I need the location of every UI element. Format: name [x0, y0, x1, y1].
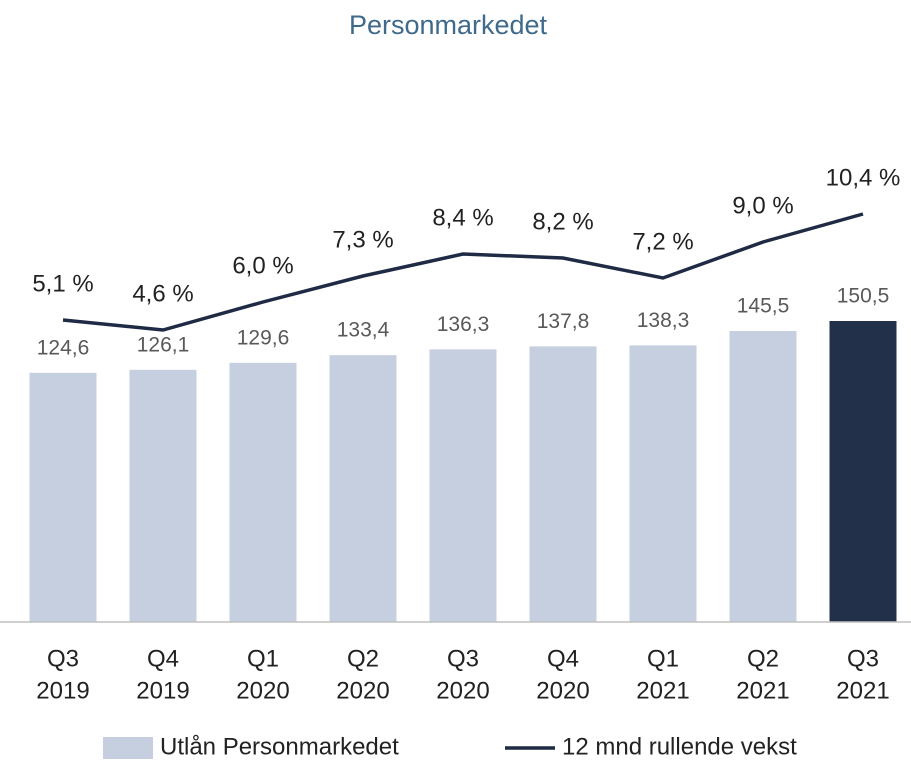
bar — [429, 349, 497, 622]
legend-label: 12 mnd rullende vekst — [562, 733, 797, 760]
bar — [529, 346, 597, 622]
line-value-label: 9,0 % — [732, 192, 793, 219]
bar-value-label: 124,6 — [37, 336, 90, 359]
x-tick-label: 2020 — [336, 677, 389, 704]
x-tick-label: 2021 — [736, 677, 789, 704]
x-tick-label: Q4 — [147, 645, 179, 672]
x-tick-label: Q3 — [847, 645, 879, 672]
x-tick-label: 2021 — [636, 677, 689, 704]
bar — [829, 321, 897, 622]
x-tick-label: 2020 — [436, 677, 489, 704]
bar-value-label: 133,4 — [337, 319, 390, 342]
x-tick-label: Q2 — [347, 645, 379, 672]
legend-swatch — [103, 737, 153, 759]
line-value-label: 7,2 % — [632, 228, 693, 255]
chart-title: Personmarkedet — [349, 10, 548, 40]
line-value-label: 8,4 % — [432, 204, 493, 231]
bar-value-label: 150,5 — [837, 285, 890, 308]
bar — [329, 355, 397, 622]
line — [62, 212, 864, 332]
x-tick-label: Q1 — [247, 645, 279, 672]
bar — [729, 331, 797, 622]
x-tick-label: Q2 — [747, 645, 779, 672]
bar-value-label: 126,1 — [137, 333, 190, 356]
bar — [629, 345, 697, 622]
line-value-label: 5,1 % — [32, 270, 93, 297]
line-value-label: 8,2 % — [532, 208, 593, 235]
bar-value-label: 138,3 — [637, 309, 690, 332]
x-tick-label: Q4 — [547, 645, 579, 672]
x-tick-label: 2020 — [536, 677, 589, 704]
line-value-label: 7,3 % — [332, 226, 393, 253]
x-tick-label: 2021 — [836, 677, 889, 704]
bar — [129, 369, 197, 622]
x-tick-label: 2020 — [236, 677, 289, 704]
line-value-label: 10,4 % — [826, 164, 901, 191]
legend-label: Utlån Personmarkedet — [160, 733, 399, 760]
x-tick-label: Q3 — [447, 645, 479, 672]
x-tick-label: 2019 — [36, 677, 89, 704]
bar-value-label: 136,3 — [437, 313, 490, 336]
line-value-label: 6,0 % — [232, 252, 293, 279]
bar — [29, 372, 97, 622]
x-tick-label: Q3 — [47, 645, 79, 672]
bar-value-label: 129,6 — [237, 326, 290, 349]
line-value-label: 4,6 % — [132, 280, 193, 307]
bar-value-label: 137,8 — [537, 310, 590, 333]
x-tick-label: 2019 — [136, 677, 189, 704]
x-tick-label: Q1 — [647, 645, 679, 672]
bar — [229, 362, 297, 622]
bar-value-label: 145,5 — [737, 295, 790, 318]
